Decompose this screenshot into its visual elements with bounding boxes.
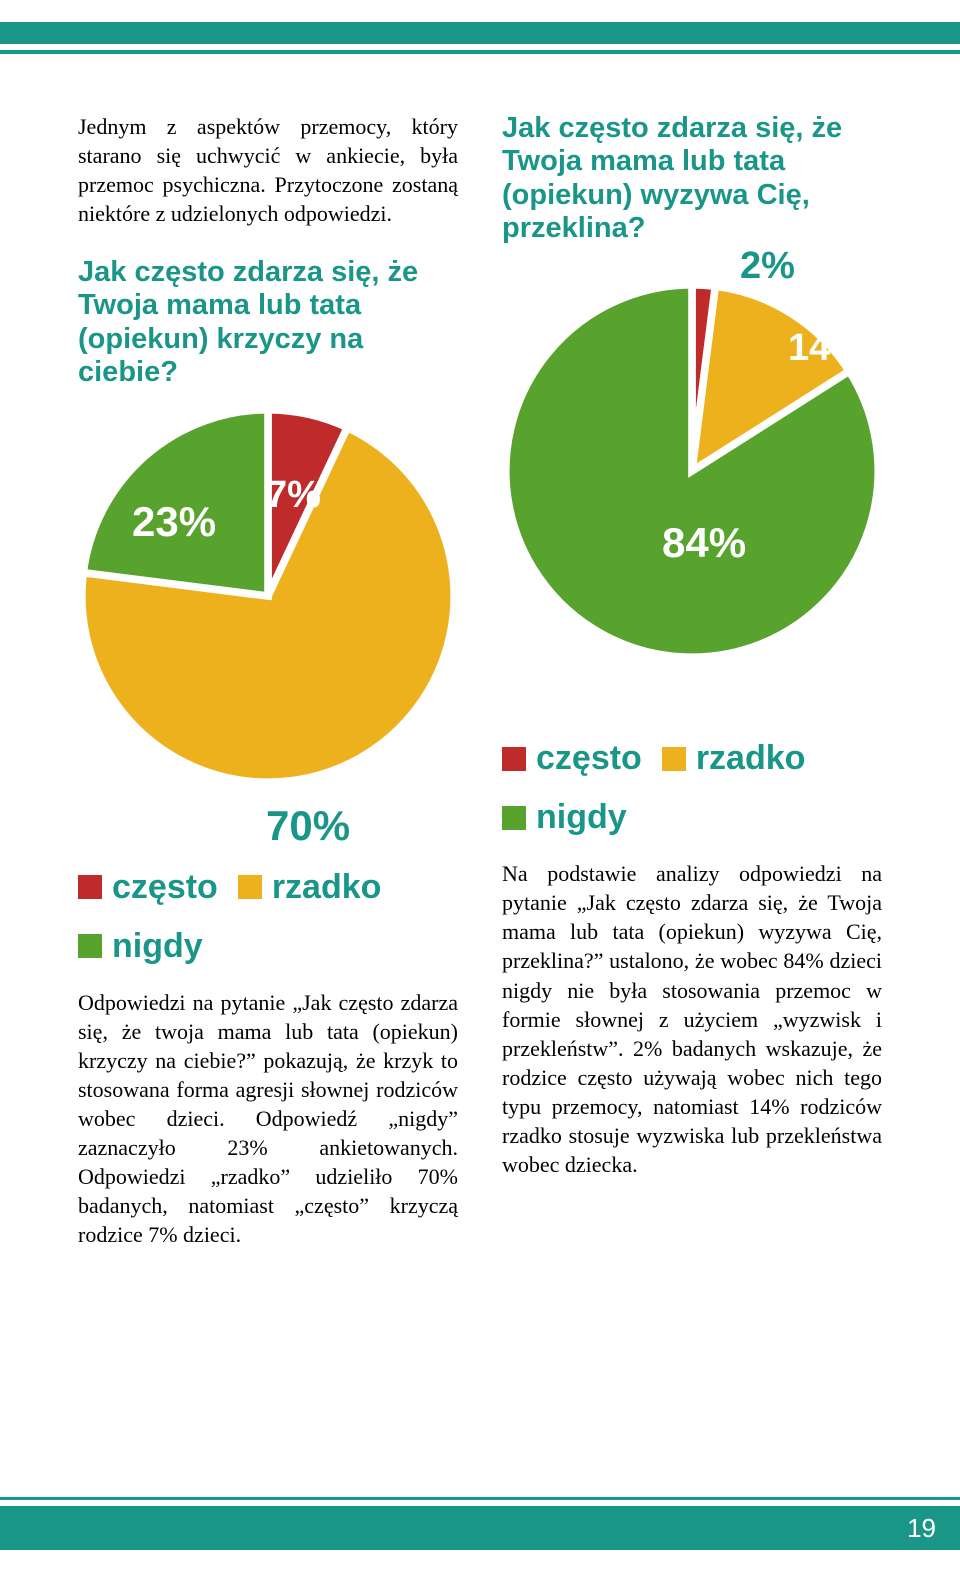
legend-item-czesto: często [78,868,218,907]
legend-item-czesto-r: często [502,739,642,778]
legend-label-rzadko: rzadko [272,868,382,907]
legend-swatch-rzadko-r [662,747,686,771]
right-legend: często rzadko nigdy [502,739,882,837]
legend-label-rzadko-r: rzadko [696,739,806,778]
left-legend: często rzadko nigdy [78,868,458,966]
right-column: Jak często zdarza się, że Twoja mama lub… [502,112,882,1249]
legend-item-nigdy-r: nigdy [502,798,627,837]
left-slice-label-70: 70% [266,802,350,850]
legend-label-nigdy-r: nigdy [536,798,627,837]
footer-band: 19 [0,1506,960,1550]
legend-swatch-rzadko [238,875,262,899]
right-pie-svg [502,281,882,661]
right-body: Na podstawie analizy odpowiedzi na pytan… [502,859,882,1178]
legend-label-czesto: często [112,868,218,907]
right-slice-label-2: 2% [740,245,795,288]
header-bar [0,22,960,44]
legend-label-nigdy: nigdy [112,927,203,966]
legend-swatch-czesto [78,875,102,899]
footer: 19 [0,1497,960,1550]
left-question: Jak często zdarza się, że Twoja mama lub… [78,256,458,389]
two-column-layout: Jednym z aspektów przemocy, który staran… [78,112,882,1249]
legend-item-rzadko: rzadko [238,868,382,907]
right-question: Jak często zdarza się, że Twoja mama lub… [502,112,882,245]
page-number: 19 [907,1513,936,1544]
left-body: Odpowiedzi na pytanie „Jak często zdarza… [78,988,458,1249]
legend-item-rzadko-r: rzadko [662,739,806,778]
legend-swatch-nigdy [78,934,102,958]
left-pie-svg [78,406,458,786]
legend-swatch-nigdy-r [502,806,526,830]
legend-label-czesto-r: często [536,739,642,778]
left-pie-chart: 23% 7% 70% [78,406,458,846]
right-pie-chart: 2% 14% 84% [502,261,882,681]
left-column: Jednym z aspektów przemocy, który staran… [78,112,458,1249]
legend-item-nigdy: nigdy [78,927,203,966]
intro-paragraph: Jednym z aspektów przemocy, który staran… [78,112,458,228]
page-content: Jednym z aspektów przemocy, który staran… [0,54,960,1249]
legend-swatch-czesto-r [502,747,526,771]
